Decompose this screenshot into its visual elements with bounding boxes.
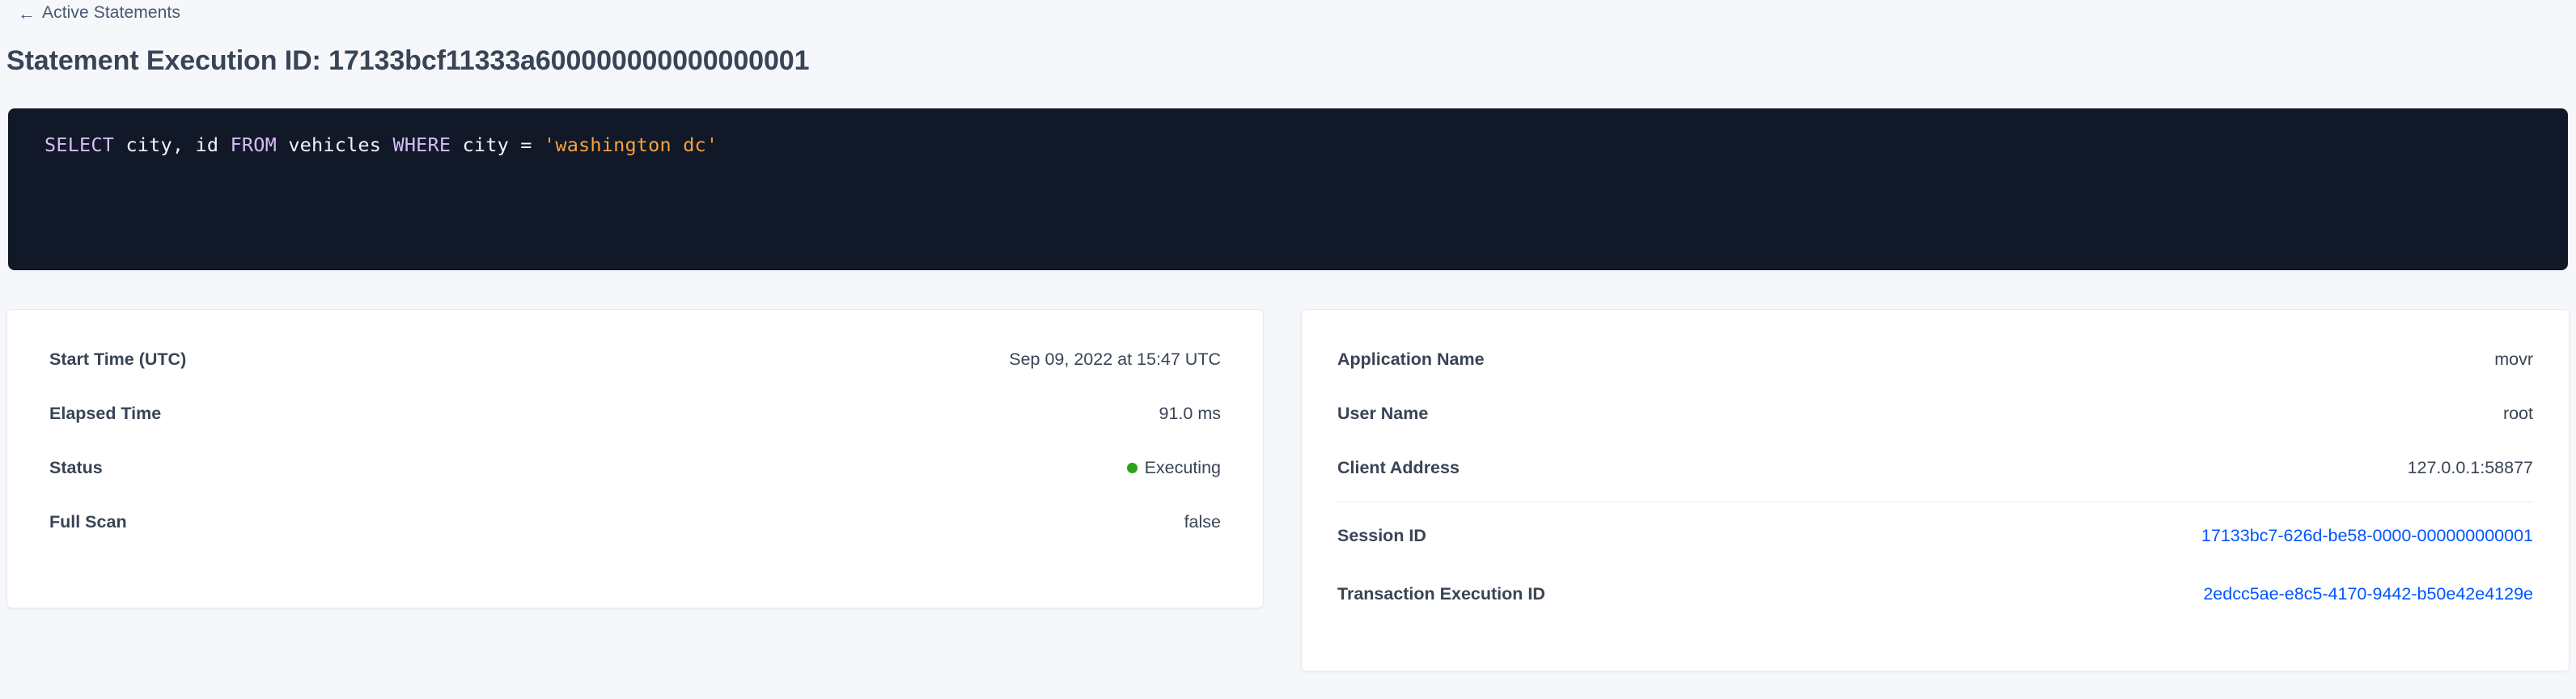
detail-row-full-scan: Full Scan false	[49, 495, 1221, 549]
status-label: Executing	[1144, 458, 1221, 477]
detail-row-application-name: Application Name movr	[1337, 333, 2533, 387]
detail-value: root	[2502, 404, 2533, 423]
detail-label: User Name	[1337, 404, 1429, 423]
details-cards-row: Start Time (UTC) Sep 09, 2022 at 15:47 U…	[0, 309, 2576, 689]
page-title: Statement Execution ID: 17133bcf11333a60…	[6, 45, 810, 76]
detail-row-start-time: Start Time (UTC) Sep 09, 2022 at 15:47 U…	[49, 333, 1221, 387]
detail-label: Transaction Execution ID	[1337, 584, 1545, 604]
detail-value: movr	[2494, 350, 2533, 369]
sql-keyword-select: SELECT	[44, 133, 115, 156]
detail-row-transaction-execution-id: Transaction Execution ID 2edcc5ae-e8c5-4…	[1337, 567, 2533, 621]
session-id-link[interactable]: 17133bc7-626d-be58-0000-000000000001	[2201, 526, 2533, 545]
sql-string-literal: 'washington dc'	[544, 133, 718, 156]
sql-predicate: city =	[451, 133, 544, 156]
execution-details-card: Start Time (UTC) Sep 09, 2022 at 15:47 U…	[6, 309, 1264, 608]
sql-table-name: vehicles	[276, 133, 393, 156]
session-details-card: Application Name movr User Name root Cli…	[1301, 309, 2570, 671]
detail-label: Elapsed Time	[49, 404, 162, 423]
detail-label: Status	[49, 458, 103, 477]
detail-row-session-id: Session ID 17133bc7-626d-be58-0000-00000…	[1337, 502, 2533, 567]
detail-label: Session ID	[1337, 526, 1426, 545]
sql-keyword-from: FROM	[230, 133, 277, 156]
sql-keyword-where: WHERE	[392, 133, 451, 156]
arrow-left-icon: ←	[18, 2, 36, 23]
status-badge: Executing	[1126, 441, 1221, 495]
status-dot-icon	[1126, 463, 1138, 473]
detail-value: Sep 09, 2022 at 15:47 UTC	[1009, 350, 1221, 369]
sql-statement-line: SELECT city, id FROM vehicles WHERE city…	[8, 131, 2568, 159]
detail-row-status: Status Executing	[49, 441, 1221, 495]
breadcrumb-back-link[interactable]: ← Active Statements	[18, 0, 180, 26]
detail-row-elapsed-time: Elapsed Time 91.0 ms	[49, 387, 1221, 441]
detail-value: 127.0.0.1:58877	[2407, 458, 2533, 477]
detail-value: 91.0 ms	[1159, 404, 1221, 423]
detail-row-user-name: User Name root	[1337, 387, 2533, 441]
detail-label: Start Time (UTC)	[49, 350, 187, 369]
detail-label: Application Name	[1337, 350, 1485, 369]
transaction-execution-id-link[interactable]: 2edcc5ae-e8c5-4170-9442-b50e42e4129e	[2203, 584, 2533, 604]
detail-label: Client Address	[1337, 458, 1460, 477]
detail-row-client-address: Client Address 127.0.0.1:58877	[1337, 441, 2533, 495]
sql-columns: city, id	[114, 133, 231, 156]
sql-statement-block: SELECT city, id FROM vehicles WHERE city…	[8, 108, 2568, 270]
breadcrumb-label: Active Statements	[42, 3, 180, 22]
detail-value: false	[1184, 512, 1221, 532]
detail-label: Full Scan	[49, 512, 127, 532]
